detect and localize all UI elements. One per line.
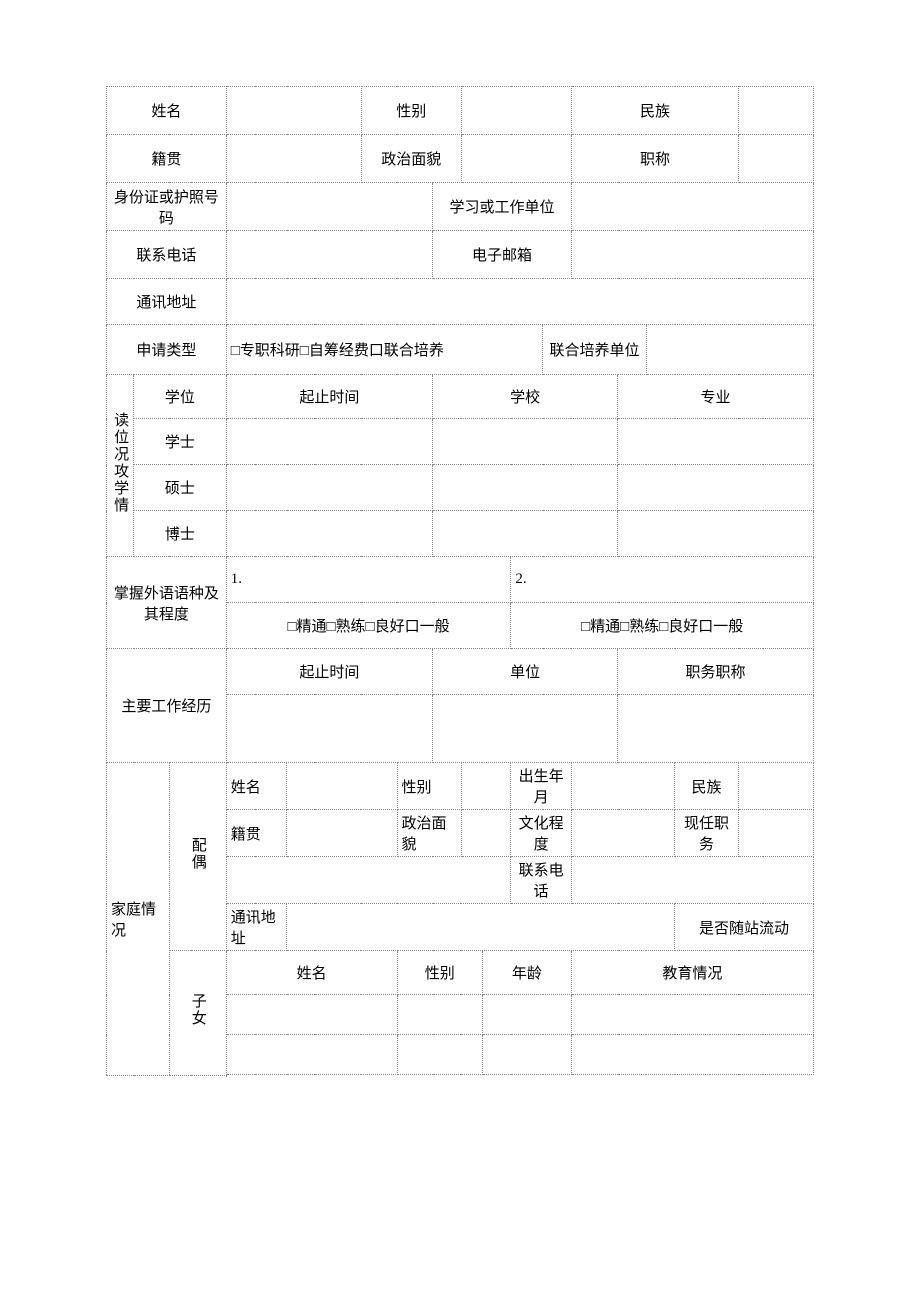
label-jointunit: 联合培养单位	[543, 325, 646, 375]
field-bach-period[interactable]	[226, 419, 432, 465]
label-major: 专业	[618, 375, 814, 419]
label-sp-birth: 出生年月	[511, 763, 571, 810]
field-sp-edu[interactable]	[571, 810, 674, 857]
field-doc-school[interactable]	[433, 511, 618, 557]
field-sp-phone[interactable]	[571, 857, 813, 904]
field-workunit[interactable]	[571, 183, 813, 231]
application-form: 姓名 性别 民族 籍贯 政治面貌 职称 身份证或护照号码 学习或工作单位 联系电…	[106, 86, 814, 1076]
label-sp-follow: 是否随站流动	[675, 904, 814, 951]
label-doctor: 博士	[134, 511, 227, 557]
label-sp-pos: 现任职务	[675, 810, 739, 857]
field-lang2[interactable]: 2.	[511, 557, 814, 603]
label-ethnicity: 民族	[571, 87, 738, 135]
field-bach-major[interactable]	[618, 419, 814, 465]
label-school: 学校	[433, 375, 618, 419]
label-email: 电子邮箱	[433, 231, 572, 279]
label-work-period: 起止时间	[226, 649, 432, 695]
field-work-period[interactable]	[226, 695, 432, 763]
label-gender: 性别	[361, 87, 461, 135]
label-title: 职称	[571, 135, 738, 183]
field-doc-period[interactable]	[226, 511, 432, 557]
field-ch2-gender[interactable]	[397, 1035, 482, 1075]
field-doc-major[interactable]	[618, 511, 814, 557]
field-lang1-level[interactable]: □精通□熟练□良好口一般	[226, 603, 511, 649]
field-id[interactable]	[226, 183, 432, 231]
label-sp-addr: 通讯地址	[226, 904, 286, 951]
label-applytype: 申请类型	[107, 325, 227, 375]
label-sp-eth: 民族	[675, 763, 739, 810]
field-bach-school[interactable]	[433, 419, 618, 465]
field-native[interactable]	[226, 135, 361, 183]
label-address: 通讯地址	[107, 279, 227, 325]
field-mast-period[interactable]	[226, 465, 432, 511]
label-ch-edu: 教育情况	[571, 951, 813, 995]
label-id: 身份证或护照号码	[107, 183, 227, 231]
field-mast-major[interactable]	[618, 465, 814, 511]
label-period: 起止时间	[226, 375, 432, 419]
label-ch-age: 年龄	[482, 951, 571, 995]
field-sp-pos[interactable]	[739, 810, 814, 857]
field-ch2-age[interactable]	[482, 1035, 571, 1075]
label-spouse: 配偶	[169, 763, 226, 951]
label-work-title: 职务职称	[618, 649, 814, 695]
field-gender[interactable]	[461, 87, 571, 135]
field-sp-addr[interactable]	[287, 904, 675, 951]
field-ch1-age[interactable]	[482, 995, 571, 1035]
field-sp-birth[interactable]	[571, 763, 674, 810]
field-mast-school[interactable]	[433, 465, 618, 511]
field-ch2-edu[interactable]	[571, 1035, 813, 1075]
field-lang1[interactable]: 1.	[226, 557, 511, 603]
label-degree: 学位	[134, 375, 227, 419]
field-sp-eth[interactable]	[739, 763, 814, 810]
label-children: 子女	[169, 951, 226, 1076]
label-workunit: 学习或工作单位	[433, 183, 572, 231]
field-work-title[interactable]	[618, 695, 814, 763]
field-sp-blank[interactable]	[226, 857, 511, 904]
label-name: 姓名	[107, 87, 227, 135]
label-phone: 联系电话	[107, 231, 227, 279]
label-ch-name: 姓名	[226, 951, 397, 995]
field-jointunit[interactable]	[646, 325, 813, 375]
field-name[interactable]	[226, 87, 361, 135]
field-sp-gender[interactable]	[461, 763, 511, 810]
field-ch1-name[interactable]	[226, 995, 397, 1035]
field-ethnicity[interactable]	[739, 87, 814, 135]
label-family-section: 家庭情况	[107, 763, 170, 1076]
label-sp-political: 政治面貌	[397, 810, 461, 857]
label-ch-gender: 性别	[397, 951, 482, 995]
label-native: 籍贯	[107, 135, 227, 183]
label-sp-name: 姓名	[226, 763, 286, 810]
field-ch1-gender[interactable]	[397, 995, 482, 1035]
field-sp-native[interactable]	[287, 810, 397, 857]
field-applytype-opts[interactable]: □专职科研□自筹经费口联合培养	[226, 325, 543, 375]
field-phone[interactable]	[226, 231, 432, 279]
label-master: 硕士	[134, 465, 227, 511]
field-political[interactable]	[461, 135, 571, 183]
field-ch2-name[interactable]	[226, 1035, 397, 1075]
label-work-section: 主要工作经历	[107, 649, 227, 763]
field-work-unit[interactable]	[433, 695, 618, 763]
label-sp-gender: 性别	[397, 763, 461, 810]
label-edu-section: 读位况攻学情	[107, 375, 134, 557]
field-address[interactable]	[226, 279, 813, 325]
field-sp-name[interactable]	[287, 763, 397, 810]
label-bachelor: 学士	[134, 419, 227, 465]
field-sp-political[interactable]	[461, 810, 511, 857]
field-title[interactable]	[739, 135, 814, 183]
field-ch1-edu[interactable]	[571, 995, 813, 1035]
field-email[interactable]	[571, 231, 813, 279]
label-sp-phone: 联系电话	[511, 857, 571, 904]
label-sp-edu: 文化程度	[511, 810, 571, 857]
label-political: 政治面貌	[361, 135, 461, 183]
field-lang2-level[interactable]: □精通□熟练□良好口一般	[511, 603, 814, 649]
label-lang-section: 掌握外语语种及其程度	[107, 557, 227, 649]
label-work-unit: 单位	[433, 649, 618, 695]
label-sp-native: 籍贯	[226, 810, 286, 857]
